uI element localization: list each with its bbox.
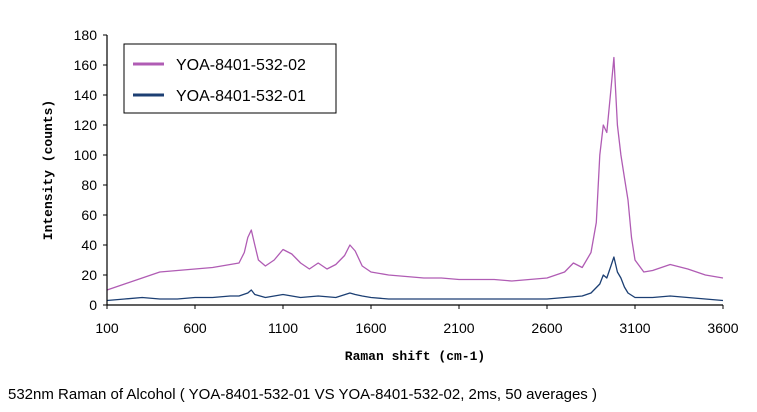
x-tick-label: 3600 — [707, 320, 738, 336]
y-tick-label: 140 — [74, 87, 98, 103]
legend-box — [123, 43, 337, 114]
y-axis-title: Intensity (counts) — [41, 100, 56, 240]
y-tick-label: 80 — [81, 177, 97, 193]
legend-label-series-2: YOA-8401-532-01 — [176, 88, 306, 105]
axes — [106, 35, 723, 306]
x-tick-label: 2100 — [443, 320, 474, 336]
plot-area — [106, 56, 724, 302]
x-axis-title: Raman shift (cm-1) — [345, 349, 485, 364]
y-tick-label: 160 — [74, 57, 98, 73]
x-tick-label: 100 — [95, 320, 119, 336]
raman-chart: 100 600 1100 1600 2100 2600 3100 3600 0 20 40 60 80 1… — [41, 27, 739, 364]
series-line-2 — [106, 256, 724, 302]
legend: YOA-8401-532-02 YOA-8401-532-01 — [123, 43, 337, 114]
figure-caption: 532nm Raman of Alcohol ( YOA-8401-532-01… — [8, 386, 597, 403]
x-tick-label: 600 — [183, 320, 207, 336]
y-tick-label: 180 — [74, 27, 98, 43]
x-tick-label: 1600 — [355, 320, 386, 336]
legend-label-series-1: YOA-8401-532-02 — [176, 57, 306, 74]
x-tick-label: 2600 — [531, 320, 562, 336]
y-tick-label: 20 — [81, 267, 97, 283]
y-tick-label: 120 — [74, 117, 98, 133]
y-tick-label: 100 — [74, 147, 98, 163]
y-tick-label: 40 — [81, 237, 97, 253]
series-line-1 — [106, 56, 724, 291]
y-tick-label: 60 — [81, 207, 97, 223]
x-tick-label: 1100 — [268, 320, 298, 336]
ticks: 100 600 1100 1600 2100 2600 3100 3600 0 20 40 60 80 1… — [74, 27, 739, 336]
y-tick-label: 0 — [89, 297, 97, 313]
x-tick-label: 3100 — [619, 320, 650, 336]
